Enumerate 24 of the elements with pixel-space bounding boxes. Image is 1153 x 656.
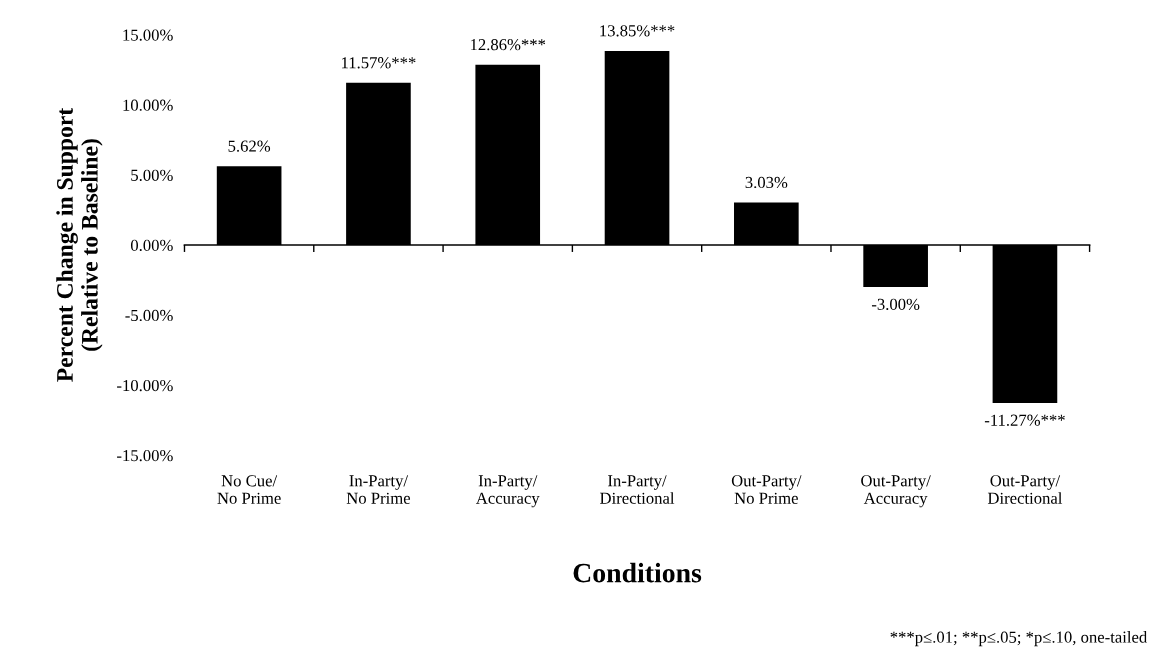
y-tick-label: 15.00%: [123, 29, 173, 41]
data-label: 13.85%***: [600, 25, 675, 37]
data-label: 12.86%***: [471, 39, 546, 51]
data-label: -3.00%: [871, 298, 920, 310]
data-label: 5.62%: [228, 140, 271, 152]
x-tick-label: In-Party/ Accuracy: [475, 475, 540, 508]
y-axis-title: Percent Change in Support (Relative to Baseline): [56, 107, 103, 382]
x-tick-label: No Cue/ No Prime: [217, 475, 281, 504]
y-tick-label: 0.00%: [130, 239, 173, 252]
data-label: -11.27%***: [984, 414, 1065, 426]
y-tick-label: 5.00%: [131, 169, 173, 181]
y-tick-label: -15.00%: [117, 449, 173, 462]
x-tick-label: In-Party/ Directional: [600, 475, 675, 504]
y-tick-label: -10.00%: [117, 379, 173, 392]
x-tick-label: In-Party/ No Prime: [346, 475, 411, 504]
y-tick-label: -5.00%: [125, 309, 173, 322]
x-tick-label: Out-Party/ No Prime: [731, 475, 802, 504]
x-tick-label: Out-Party/ Directional: [987, 475, 1063, 504]
text: ***p≤.01; **p≤.05; *p≤.10, one-tailed: [890, 631, 1148, 647]
data-label: 11.57%***: [342, 57, 416, 69]
y-tick-label: 10.00%: [123, 99, 173, 111]
x-tick-label: Out-Party/ Accuracy: [861, 475, 931, 508]
data-label: 3.03%: [745, 176, 788, 189]
x-axis-title: Conditions: [573, 562, 702, 583]
